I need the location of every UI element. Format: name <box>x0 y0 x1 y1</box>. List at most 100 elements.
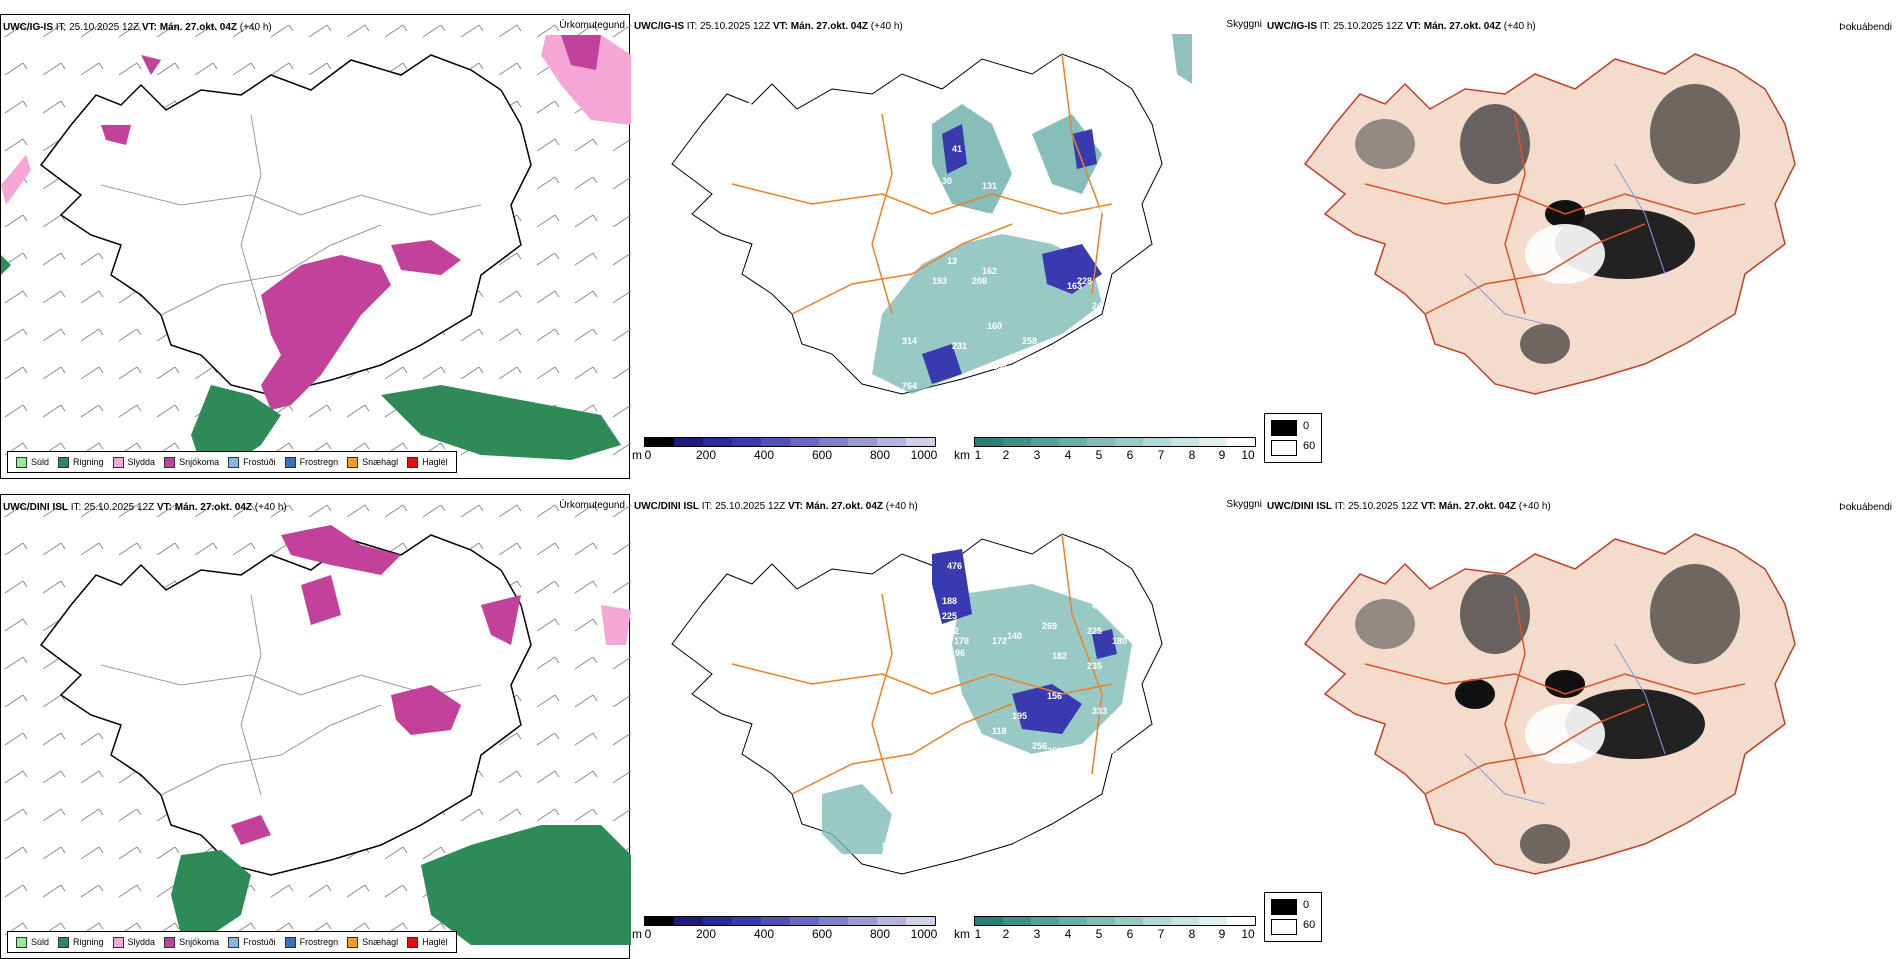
legend-item-sleet: Slydda <box>112 456 155 468</box>
freezing-drizzle-swatch <box>228 936 240 948</box>
cloud-base-value: 245 <box>1102 746 1117 756</box>
panel-title: UWC/IG-IS IT: 25.10.2025 12Z VT: Mán. 27… <box>3 22 272 33</box>
cloud-base-value: 256 <box>1032 741 1047 751</box>
precip-type-title: Úrkomutegund <box>559 20 625 31</box>
visibility-tick: 2 <box>1002 927 1010 941</box>
vt-label: VT: <box>141 22 157 33</box>
cloud-base-value: 227 <box>977 558 992 568</box>
vt-value: Mán. 27.okt. 04Z <box>1438 501 1516 512</box>
cloud-base-value: 182 <box>1052 651 1067 661</box>
cloud-base-unit: m <box>632 448 642 462</box>
cloud-base-value: 208 <box>972 276 987 286</box>
legend-label: Súld <box>31 457 50 467</box>
cloud-base-colorbar: m 0 200 400 600 800 1000 <box>632 916 944 941</box>
model-name: UWC/IG-IS <box>634 21 684 32</box>
legend-label: Rigning <box>73 457 104 467</box>
lead-time: (+40 h) <box>1503 21 1536 32</box>
legend-label: Haglél <box>422 457 448 467</box>
cloud-base-value: 19 <box>1057 216 1067 226</box>
cloud-base-tick: 400 <box>753 448 775 462</box>
cloud-base-value: 172 <box>992 636 1007 646</box>
visibility-tick: 8 <box>1188 448 1196 462</box>
rain-swatch <box>58 456 70 468</box>
fog-key-swatch-white <box>1271 440 1297 456</box>
cloud-base-value: 196 <box>950 648 965 658</box>
cloud-base-value: 51 <box>902 881 912 891</box>
panel-title: UWC/IG-IS IT: 25.10.2025 12Z VT: Mán. 27… <box>1267 21 1536 32</box>
cloud-base-value: 306 <box>1027 756 1042 766</box>
legend-label: Snæhagl <box>362 937 399 947</box>
cloud-base-value: 178 <box>954 636 969 646</box>
precip-type-panel-1: UWC/IG-IS IT: 25.10.2025 12Z VT: Mán. 27… <box>0 14 631 480</box>
visibility-tick: 3 <box>1033 927 1041 941</box>
freezing-rain-swatch <box>284 456 296 468</box>
fog-key: 0 60 <box>1264 892 1322 942</box>
cloud-base-tick: 600 <box>811 448 833 462</box>
fog-panel-1: UWC/IG-IS IT: 25.10.2025 12Z VT: Mán. 27… <box>1264 14 1895 479</box>
cloud-base-value: 195 <box>1012 711 1027 721</box>
cloud-base-value: 34 <box>747 136 757 146</box>
legend-label: Súld <box>31 937 50 947</box>
hail-swatch <box>407 456 419 468</box>
cloud-base-value: 168 <box>992 361 1007 371</box>
visibility-unit: km <box>954 927 970 941</box>
legend-label: Frostregn <box>299 457 339 467</box>
cloud-base-value: 476 <box>947 561 962 571</box>
legend-label: Frostregn <box>299 937 339 947</box>
cloud-base-tick: 200 <box>695 927 717 941</box>
cloud-base-value: 245 <box>880 871 895 881</box>
legend-item-snow: Snjókoma <box>164 456 219 468</box>
legend-item-sleet: Slydda <box>112 936 155 948</box>
panel-title: UWC/DINI ISL IT: 25.10.2025 12Z VT: Mán.… <box>634 501 918 512</box>
cloud-base-value: 193 <box>932 276 947 286</box>
cloud-base-tick: 1000 <box>910 448 938 462</box>
sleet-swatch <box>112 936 124 948</box>
it-label: IT: <box>686 21 698 32</box>
visibility-unit: km <box>954 448 970 462</box>
panel-title: UWC/IG-IS IT: 25.10.2025 12Z VT: Mán. 27… <box>634 21 903 32</box>
cloud-base-value: 281 <box>1052 776 1067 786</box>
fog-title: Þokuábendi <box>1839 502 1892 513</box>
cloud-base-value: 162 <box>982 266 997 276</box>
legend-label: Snjókoma <box>179 937 220 947</box>
cloud-base-bar <box>644 437 936 447</box>
cloud-base-value: 54 <box>1042 221 1052 231</box>
cloud-base-tick: 400 <box>753 927 775 941</box>
vt-label: VT: <box>787 501 803 512</box>
cloud-base-value: 140 <box>1007 631 1022 641</box>
snow-swatch <box>164 936 176 948</box>
visibility-panel-2: 476 227 188 225 182 178 196 172 140 269 182 46 225 23… <box>632 494 1262 946</box>
fog-key: 0 60 <box>1264 413 1322 463</box>
cloud-base-value: 188 <box>942 596 957 606</box>
graupel-swatch <box>347 936 359 948</box>
visibility-tick: 9 <box>1218 448 1226 462</box>
cloud-base-tick: 800 <box>869 448 891 462</box>
model-name: UWC/DINI ISL <box>3 502 68 513</box>
snow-swatch <box>164 456 176 468</box>
panel-title: UWC/DINI ISL IT: 25.10.2025 12Z VT: Mán.… <box>3 502 287 513</box>
visibility-tick: 5 <box>1095 448 1103 462</box>
cloud-base-value: 228 <box>1077 276 1092 286</box>
cloud-base-value: 180 <box>1027 221 1042 231</box>
cloud-base-bar <box>644 916 936 926</box>
cloud-base-value: 255 <box>962 381 977 391</box>
it-label: IT: <box>701 501 713 512</box>
cloud-base-value: 333 <box>1092 706 1107 716</box>
legend-item-snow: Snjókoma <box>164 936 220 948</box>
legend-item-drizzle: Súld <box>16 936 50 948</box>
visibility-tick: 10 <box>1241 927 1255 941</box>
cloud-base-value: 321 <box>1032 771 1047 781</box>
legend-item-freezing-rain: Frostregn <box>284 936 339 948</box>
it-value: 25.10.2025 12Z <box>1348 501 1419 512</box>
cloud-base-tick: 0 <box>644 448 652 462</box>
cloud-base-value: 24 <box>1092 301 1102 311</box>
fog-key-swatch-white <box>1271 919 1297 935</box>
visibility-tick: 6 <box>1126 927 1134 941</box>
fog-map-1 <box>1303 53 1796 395</box>
legend-item-freezing-drizzle: Frostúði <box>228 936 276 948</box>
visibility-tick: 3 <box>1033 448 1041 462</box>
fog-map-2 <box>1303 533 1796 875</box>
